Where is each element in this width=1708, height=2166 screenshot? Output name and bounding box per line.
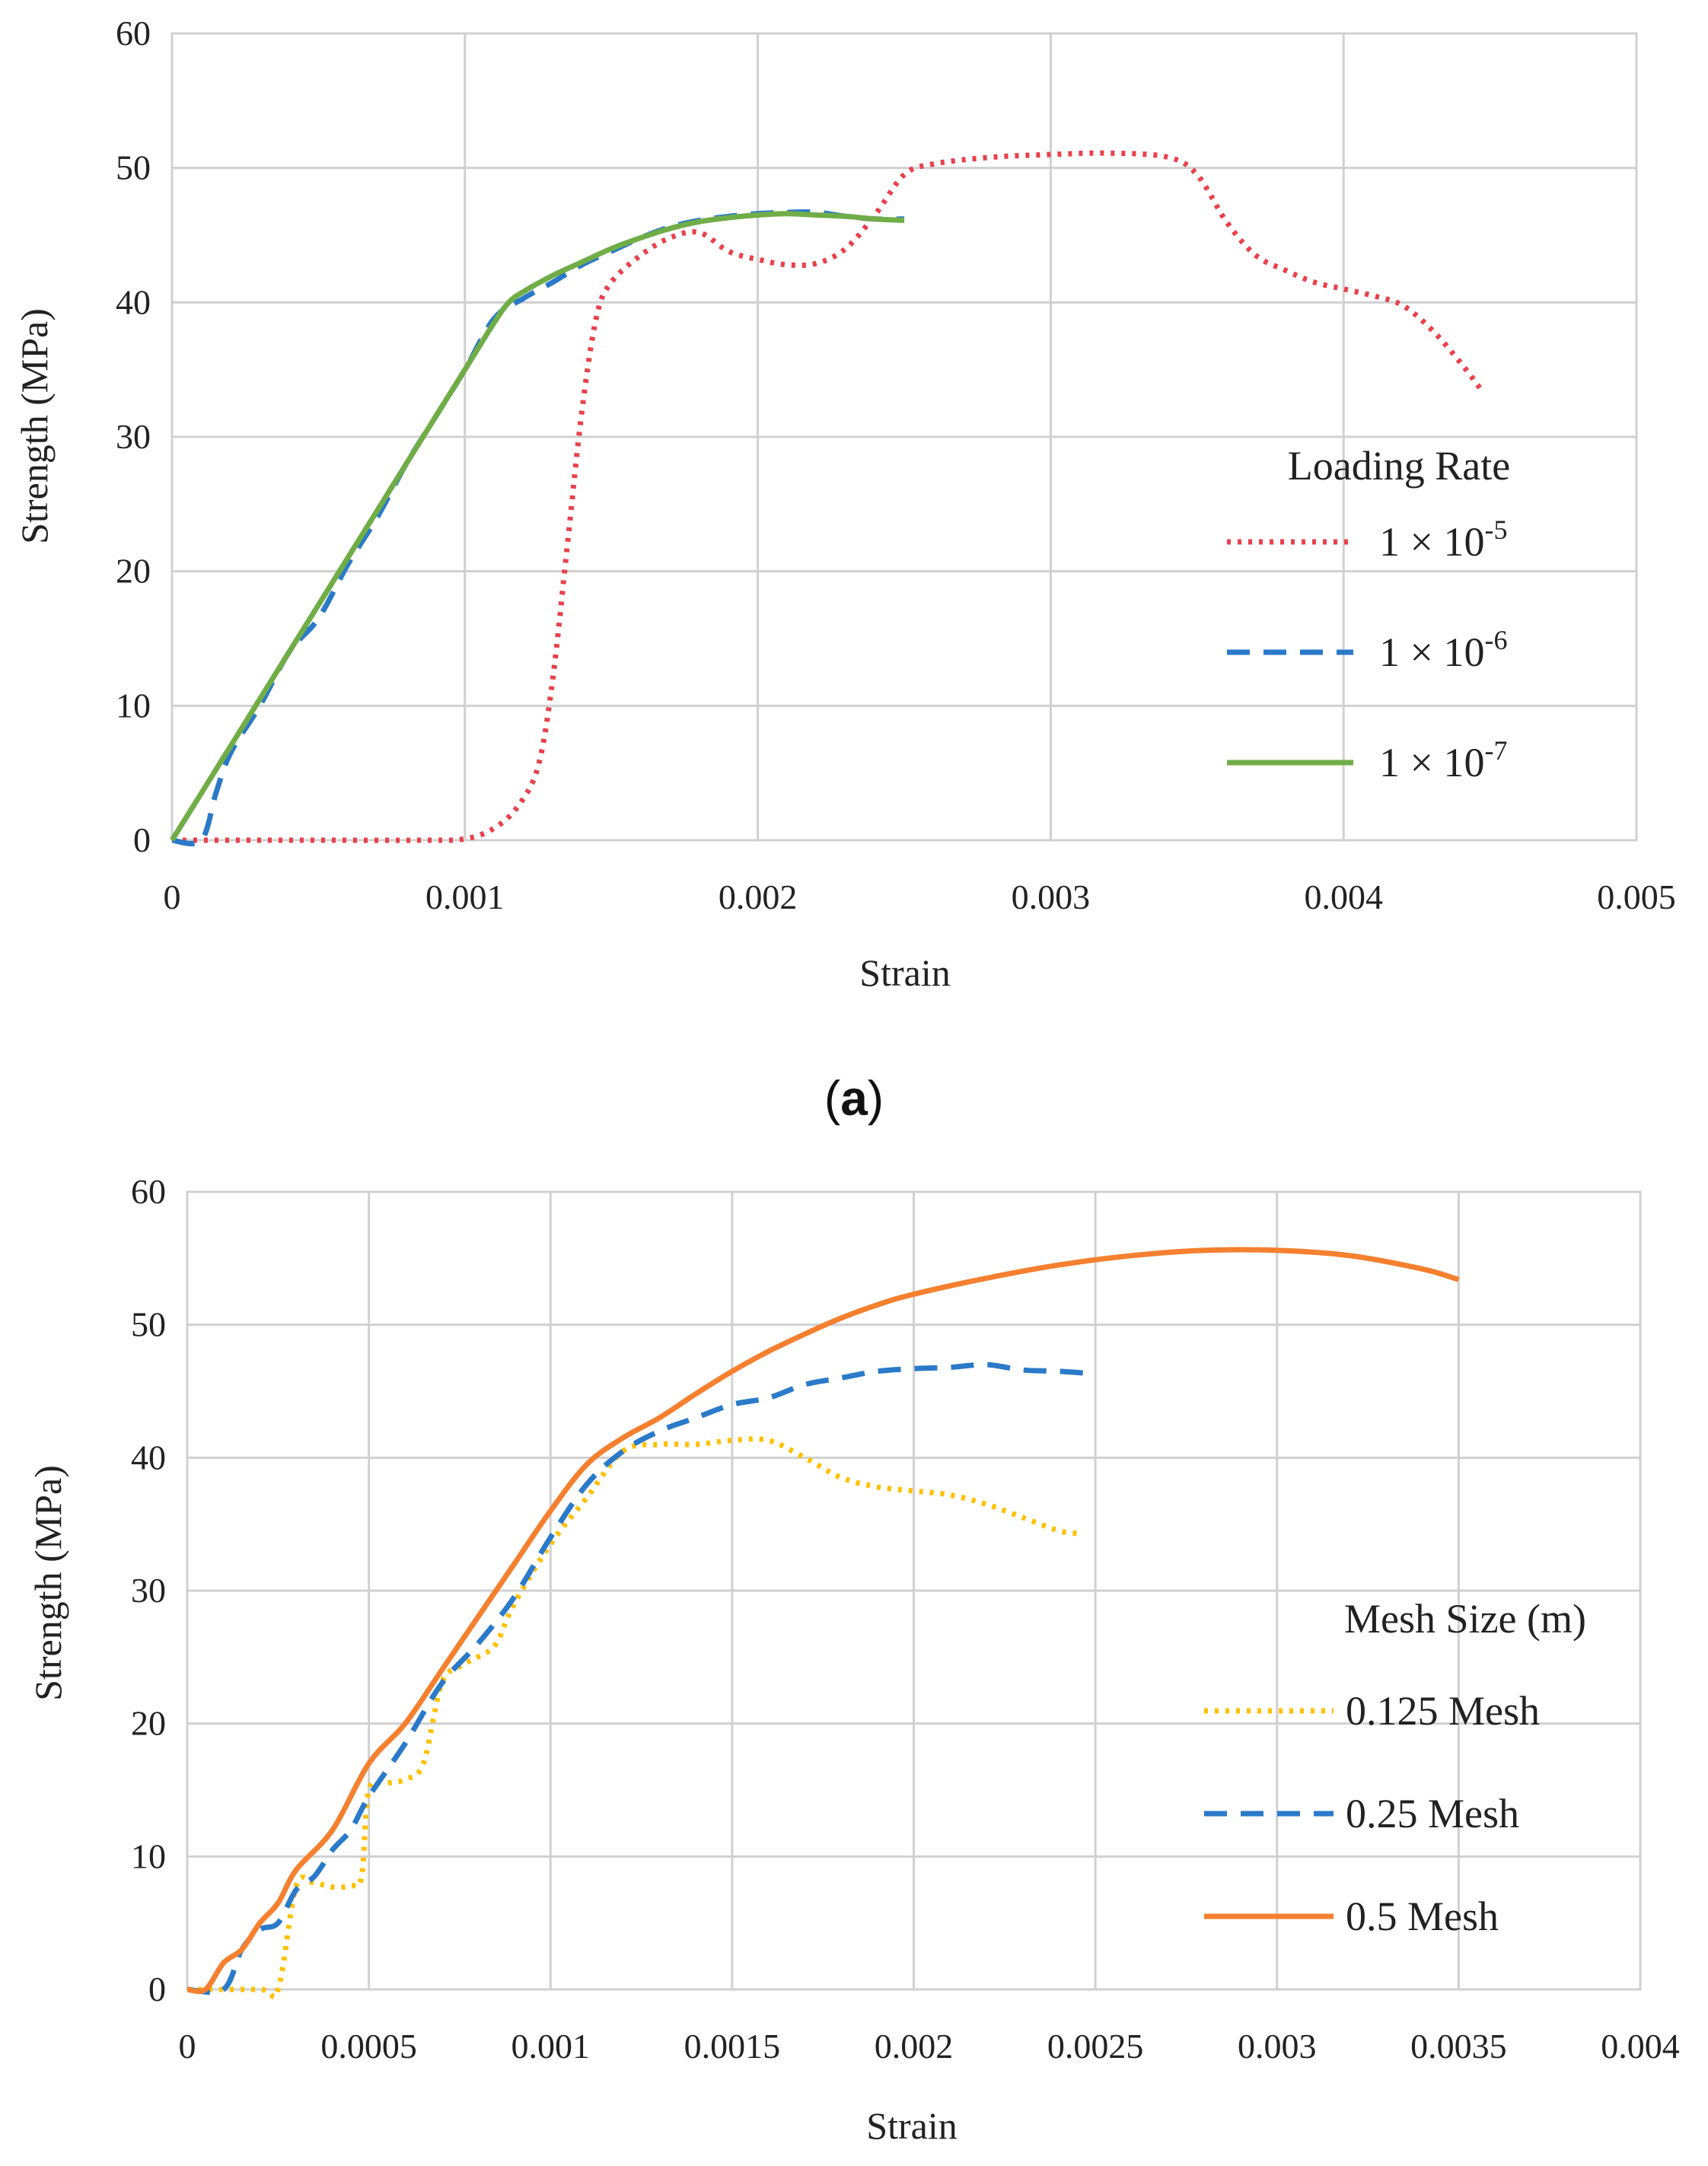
b-series-line-0 bbox=[187, 1436, 1078, 2000]
a-series-line-1 bbox=[171, 209, 905, 847]
a-y-tick-label: 40 bbox=[116, 282, 151, 321]
chart-b-grid bbox=[186, 1190, 1642, 1991]
panel-a-open-paren: ( bbox=[824, 1071, 840, 1126]
b-y-tick-label: 40 bbox=[131, 1438, 166, 1476]
a-legend-label-2: 1 × 10-7 bbox=[1379, 735, 1507, 785]
a-series-line-0 bbox=[172, 150, 1483, 843]
a-x-tick-label: 0.004 bbox=[1304, 878, 1383, 916]
b-y-tick-label: 30 bbox=[131, 1571, 166, 1610]
b-legend-label-0: 0.125 Mesh bbox=[1346, 1688, 1540, 1734]
chart-b-x-ticks: 0 0.0005 0.001 0.0015 0.002 0.0025 0.003 0.0035… bbox=[179, 2027, 1680, 2066]
chart-a-x-ticks: 0 0.001 0.002 0.003 0.004 0.005 bbox=[164, 878, 1676, 916]
a-legend-label-0: 1 × 10-5 bbox=[1379, 514, 1507, 565]
chart-a-grid bbox=[170, 32, 1638, 842]
a-legend-label-exponent: -7 bbox=[1484, 735, 1507, 766]
b-x-tick-label: 0.001 bbox=[511, 2027, 591, 2066]
chart-a-x-axis-title: Strain bbox=[859, 951, 950, 994]
chart-a-legend: Loading Rate 1 × 10-51 × 10-61 × 10-7 bbox=[1227, 443, 1510, 785]
chart-b-mesh-size: 0 10 20 30 40 50 60 0 0.0005 0.001 0.0015 0.002 0.0… bbox=[27, 1172, 1680, 2147]
b-x-tick-label: 0.0015 bbox=[684, 2027, 781, 2066]
b-series-line-2 bbox=[186, 1247, 1460, 1995]
a-series-line-2 bbox=[170, 211, 905, 842]
chart-b-series bbox=[186, 1247, 1460, 2000]
chart-b-y-ticks: 0 10 20 30 40 50 60 bbox=[131, 1172, 166, 2008]
a-y-tick-label: 0 bbox=[133, 820, 151, 859]
b-x-tick-label: 0.004 bbox=[1601, 2027, 1680, 2066]
chart-b-y-axis-title: Strength (MPa) bbox=[27, 1465, 69, 1701]
a-legend-label-exponent: -5 bbox=[1484, 514, 1507, 545]
b-y-tick-label: 60 bbox=[131, 1172, 166, 1211]
chart-b-legend-title: Mesh Size (m) bbox=[1344, 1596, 1586, 1642]
b-x-tick-label: 0.0005 bbox=[320, 2027, 417, 2066]
a-legend-label-base: 1 × 10 bbox=[1379, 629, 1484, 675]
chart-b-legend: Mesh Size (m) 0.125 Mesh 0.25 Mesh 0.5 Mes… bbox=[1204, 1596, 1586, 1939]
chart-a-y-axis-title: Strength (MPa) bbox=[13, 308, 56, 544]
b-x-tick-label: 0.003 bbox=[1238, 2027, 1317, 2066]
a-y-tick-label: 50 bbox=[116, 148, 151, 187]
b-legend-label-1: 0.25 Mesh bbox=[1346, 1791, 1519, 1836]
a-y-tick-label: 60 bbox=[116, 14, 151, 53]
b-x-tick-label: 0 bbox=[179, 2027, 196, 2066]
chart-a-series bbox=[170, 150, 1483, 847]
a-legend-label-base: 1 × 10 bbox=[1379, 740, 1484, 785]
panel-a-close-paren: ) bbox=[868, 1071, 884, 1126]
b-y-tick-label: 50 bbox=[131, 1305, 166, 1344]
a-y-tick-label: 10 bbox=[116, 686, 151, 725]
a-legend-label-base: 1 × 10 bbox=[1379, 519, 1484, 565]
b-y-tick-label: 0 bbox=[148, 1970, 166, 2008]
chart-a-legend-title: Loading Rate bbox=[1288, 443, 1510, 489]
panel-a-label: (a) bbox=[824, 1071, 884, 1126]
a-y-tick-label: 30 bbox=[116, 417, 151, 456]
a-x-tick-label: 0 bbox=[164, 878, 181, 916]
chart-b-x-axis-title: Strain bbox=[866, 2104, 957, 2147]
chart-a-y-ticks: 0 10 20 30 40 50 60 bbox=[116, 14, 151, 859]
a-x-tick-label: 0.005 bbox=[1597, 878, 1676, 916]
b-y-tick-label: 10 bbox=[131, 1836, 166, 1875]
b-y-tick-label: 20 bbox=[131, 1704, 166, 1743]
b-series-line-1 bbox=[186, 1362, 1096, 1996]
a-legend-label-exponent: -6 bbox=[1484, 625, 1507, 655]
b-x-tick-label: 0.0025 bbox=[1047, 2027, 1144, 2066]
b-x-tick-label: 0.0035 bbox=[1410, 2027, 1507, 2066]
a-x-tick-label: 0.002 bbox=[719, 878, 798, 916]
b-x-tick-label: 0.002 bbox=[875, 2027, 954, 2066]
a-x-tick-label: 0.003 bbox=[1012, 878, 1091, 916]
a-x-tick-label: 0.001 bbox=[425, 878, 505, 916]
panel-a-letter: a bbox=[840, 1071, 868, 1126]
a-y-tick-label: 20 bbox=[116, 552, 151, 591]
chart-a-loading-rate: 0 10 20 30 40 50 60 0 0.001 0.002 0.003 0.004 0.005… bbox=[13, 14, 1676, 994]
a-legend-label-1: 1 × 10-6 bbox=[1379, 625, 1507, 675]
b-legend-label-2: 0.5 Mesh bbox=[1346, 1894, 1499, 1939]
